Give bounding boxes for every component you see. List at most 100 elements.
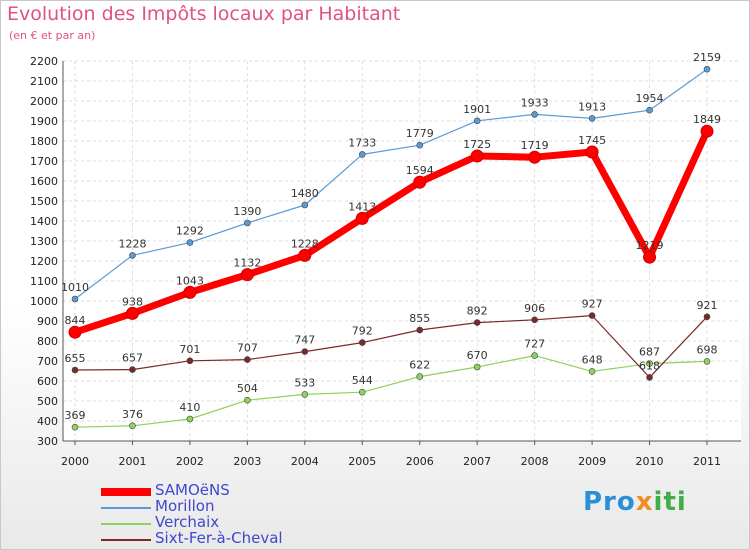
data-label-verchaix: 698 <box>697 343 718 356</box>
x-tick-label: 2010 <box>636 455 664 468</box>
data-point-verchaix <box>186 415 194 423</box>
data-label-samoens: 1228 <box>291 237 319 250</box>
data-point-sixt-fer-a-cheval <box>186 357 194 365</box>
data-label-samoens: 938 <box>122 295 143 308</box>
y-tick-label: 1500 <box>30 195 58 208</box>
data-point-morillon <box>416 141 424 149</box>
chart-subtitle: (en € et par an) <box>9 29 96 42</box>
legend-swatch-samoens <box>101 488 151 496</box>
data-label-morillon: 1480 <box>291 187 319 200</box>
y-tick-label: 600 <box>37 375 58 388</box>
data-point-samoens <box>125 306 139 320</box>
y-tick-label: 1100 <box>30 275 58 288</box>
data-label-samoens: 1219 <box>636 239 664 252</box>
data-point-morillon <box>186 239 194 246</box>
data-label-morillon: 1779 <box>406 127 434 140</box>
data-label-morillon: 1933 <box>521 96 549 109</box>
data-point-sixt-fer-a-cheval <box>646 374 653 381</box>
legend-swatch-sixt-fer-a-cheval <box>101 539 151 541</box>
data-label-verchaix: 687 <box>639 346 660 359</box>
data-label-samoens: 1043 <box>176 274 204 287</box>
y-tick-label: 400 <box>37 415 58 428</box>
legend-swatch-morillon <box>101 507 151 509</box>
data-point-morillon <box>244 219 251 227</box>
data-point-sixt-fer-a-cheval <box>301 348 309 355</box>
y-tick-label: 800 <box>37 335 58 348</box>
data-point-sixt-fer-a-cheval <box>703 313 711 321</box>
data-point-morillon <box>129 252 136 259</box>
data-point-verchaix <box>301 391 309 398</box>
series-line-sixt-fer-a-cheval <box>74 315 708 378</box>
data-point-morillon <box>646 106 653 114</box>
data-label-morillon: 1228 <box>118 237 146 250</box>
proxiti-logo: Proxiti <box>583 487 687 517</box>
data-label-samoens: 844 <box>65 314 86 327</box>
data-point-sixt-fer-a-cheval <box>244 356 251 363</box>
y-tick-label: 1300 <box>30 235 58 248</box>
data-label-sixt-fer-a-cheval: 618 <box>639 359 660 372</box>
legend-label-samoens: SAMOëNS <box>155 481 230 499</box>
data-point-samoens <box>585 145 599 159</box>
data-point-morillon <box>71 295 79 303</box>
data-label-sixt-fer-a-cheval: 655 <box>65 352 86 365</box>
data-point-morillon <box>588 115 596 122</box>
data-label-samoens: 1719 <box>521 139 549 152</box>
data-point-sixt-fer-a-cheval <box>358 339 366 346</box>
y-tick-label: 1600 <box>30 175 58 188</box>
data-label-verchaix: 670 <box>467 349 488 362</box>
data-label-morillon: 2159 <box>693 51 721 64</box>
data-point-sixt-fer-a-cheval <box>531 316 538 324</box>
x-tick-label: 2009 <box>578 455 606 468</box>
line-chart: 300 400 500 600 700 800 900 1000 1100 1200 1300 140… <box>30 51 741 468</box>
data-point-sixt-fer-a-cheval <box>416 326 424 334</box>
data-point-verchaix <box>358 388 366 396</box>
data-label-verchaix: 622 <box>409 359 430 372</box>
x-tick-label: 2007 <box>463 455 491 468</box>
data-point-verchaix <box>71 423 79 431</box>
data-label-verchaix: 504 <box>237 382 258 395</box>
data-label-morillon: 1292 <box>176 225 204 238</box>
data-point-samoens <box>298 248 312 262</box>
data-point-samoens <box>183 285 197 299</box>
data-point-sixt-fer-a-cheval <box>129 366 136 373</box>
data-point-samoens <box>413 175 427 189</box>
data-label-verchaix: 376 <box>122 408 143 421</box>
data-label-verchaix: 727 <box>524 338 545 351</box>
x-tick-label: 2002 <box>176 455 204 468</box>
data-label-sixt-fer-a-cheval: 707 <box>237 342 258 355</box>
plot-area <box>63 61 741 441</box>
y-tick-label: 500 <box>37 395 58 408</box>
data-point-morillon <box>358 151 366 158</box>
data-point-morillon <box>703 65 711 73</box>
y-tick-label: 1900 <box>30 115 58 128</box>
y-tick-label: 900 <box>37 315 58 328</box>
data-point-morillon <box>473 117 481 125</box>
data-point-samoens <box>355 211 369 225</box>
x-tick-label: 2003 <box>233 455 261 468</box>
data-label-samoens: 1745 <box>578 134 606 147</box>
data-label-sixt-fer-a-cheval: 657 <box>122 352 143 365</box>
data-point-morillon <box>531 111 538 118</box>
data-label-samoens: 1849 <box>693 113 721 126</box>
series-line-samoens <box>73 129 711 336</box>
y-tick-label: 300 <box>37 435 58 448</box>
legend-swatch-verchaix <box>101 523 151 525</box>
data-label-verchaix: 410 <box>179 401 200 414</box>
y-tick-label: 1800 <box>30 135 58 148</box>
legend-label-verchaix: Verchaix <box>155 513 220 531</box>
data-label-morillon: 1913 <box>578 100 606 113</box>
data-label-morillon: 1390 <box>233 205 261 218</box>
data-point-samoens <box>470 149 484 163</box>
data-point-sixt-fer-a-cheval <box>71 366 79 374</box>
data-point-samoens <box>700 124 714 138</box>
y-tick-label: 700 <box>37 355 58 368</box>
data-label-sixt-fer-a-cheval: 906 <box>524 302 545 315</box>
data-point-morillon <box>301 201 309 209</box>
data-label-sixt-fer-a-cheval: 892 <box>467 305 488 318</box>
x-tick-label: 2011 <box>693 455 721 468</box>
data-label-verchaix: 369 <box>65 409 86 422</box>
data-point-verchaix <box>129 422 136 430</box>
x-tick-label: 2004 <box>291 455 319 468</box>
y-tick-label: 2000 <box>30 95 58 108</box>
